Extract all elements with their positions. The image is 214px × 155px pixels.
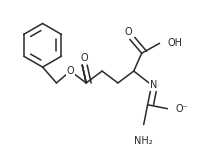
Text: O: O: [125, 27, 133, 37]
Text: NH₂: NH₂: [134, 136, 153, 146]
Text: O: O: [67, 66, 74, 76]
Text: N: N: [150, 80, 157, 90]
Text: O: O: [80, 53, 88, 63]
Text: O⁻: O⁻: [175, 104, 188, 114]
Text: OH: OH: [167, 38, 183, 48]
